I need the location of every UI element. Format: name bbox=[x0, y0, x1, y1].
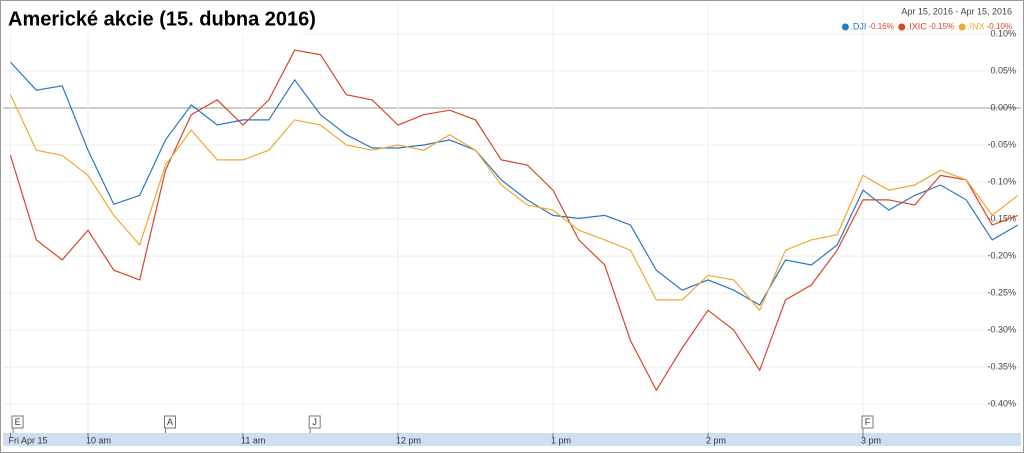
legend-dot bbox=[841, 23, 849, 31]
flag-label: J bbox=[312, 417, 317, 427]
legend-name: .INX bbox=[967, 21, 985, 31]
x-tick-label: 12 pm bbox=[396, 435, 421, 445]
legend-change: -0.16% bbox=[868, 22, 893, 31]
series-line bbox=[10, 61, 1019, 306]
x-tick-label: 3 pm bbox=[861, 435, 881, 445]
x-tick-label: 10 am bbox=[86, 435, 111, 445]
flag-label: A bbox=[167, 417, 173, 427]
date-range: Apr 15, 2016 - Apr 15, 2016 bbox=[901, 6, 1012, 16]
y-tick-label: 0.10% bbox=[990, 28, 1016, 38]
flag[interactable] bbox=[861, 415, 874, 429]
flag[interactable] bbox=[164, 415, 176, 429]
series-line bbox=[9, 49, 1019, 392]
chart-title: Americké akcie (15. dubna 2016) bbox=[8, 8, 316, 30]
plot-lines bbox=[9, 49, 1019, 392]
y-tick-label: 0.00% bbox=[990, 102, 1016, 112]
y-tick-label: -0.30% bbox=[987, 325, 1016, 335]
x-tick-label: Fri Apr 15 bbox=[9, 435, 48, 445]
flag[interactable] bbox=[11, 415, 24, 429]
series-line bbox=[9, 94, 1019, 312]
y-tick-label: -0.20% bbox=[987, 251, 1016, 261]
y-tick-label: 0.05% bbox=[990, 65, 1016, 75]
x-axis-bar bbox=[3, 433, 1021, 446]
title-box bbox=[3, 3, 303, 35]
flag-label: F bbox=[865, 417, 871, 427]
legend-change: -0.10% bbox=[987, 22, 1012, 31]
legend-change: -0.15% bbox=[929, 22, 954, 31]
y-tick-label: -0.35% bbox=[987, 362, 1016, 372]
legend-name: .IXIC bbox=[907, 21, 928, 31]
flag-label: E bbox=[15, 417, 21, 427]
legend-dot bbox=[958, 23, 966, 31]
y-tick-label: -0.25% bbox=[987, 288, 1016, 298]
y-tick-label: -0.05% bbox=[987, 139, 1016, 149]
flag[interactable] bbox=[308, 415, 321, 429]
legend-dot bbox=[898, 23, 906, 31]
x-axis: Fri Apr 15 10 am 11 am 12 pm 1 pm 2 pm 3 pm bbox=[9, 433, 881, 445]
legend: -0.10%.INX -0.15%.IXIC -0.16%.DJI bbox=[841, 21, 1012, 31]
x-tick-label: 2 pm bbox=[706, 435, 726, 445]
y-tick-label: -0.40% bbox=[987, 399, 1016, 409]
y-tick-label: -0.15% bbox=[987, 213, 1016, 223]
x-tick-label: 11 am bbox=[241, 435, 265, 445]
legend-name: .DJI bbox=[850, 21, 866, 31]
y-tick-label: -0.10% bbox=[987, 176, 1016, 186]
x-tick-label: 1 pm bbox=[551, 435, 571, 445]
grid: 0.10% 0.05% 0.00% -0.05% -0.10% -0.15% -0.20% -… bbox=[3, 3, 1021, 433]
